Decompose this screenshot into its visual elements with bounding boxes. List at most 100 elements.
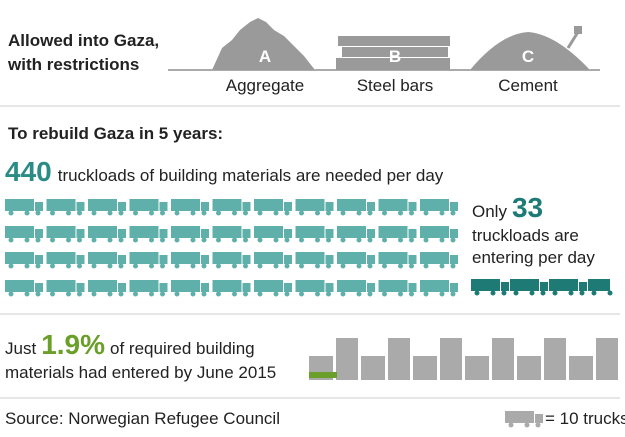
- wheel: [273, 237, 279, 243]
- trailer: [378, 199, 408, 211]
- aggregate-icon: [212, 18, 315, 70]
- wheel: [66, 291, 71, 297]
- trailer: [46, 199, 76, 211]
- wheel: [257, 210, 263, 216]
- block: [440, 338, 462, 380]
- wheel: [35, 263, 41, 269]
- trailer: [5, 226, 34, 238]
- cab: [76, 255, 85, 264]
- block: [336, 338, 358, 380]
- material-label: Cement: [498, 76, 558, 95]
- cab: [201, 229, 209, 238]
- wheel: [107, 263, 113, 269]
- trailer: [337, 226, 366, 238]
- trailer: [378, 280, 408, 292]
- trailer: [88, 252, 117, 264]
- wheel: [340, 263, 346, 269]
- truck: [46, 226, 85, 243]
- wheel: [201, 291, 207, 297]
- wheel: [315, 291, 320, 297]
- wheel: [174, 237, 180, 243]
- truck: [88, 280, 126, 297]
- wheel: [501, 290, 507, 296]
- wheel: [77, 237, 82, 243]
- truck: [212, 280, 251, 297]
- wheel: [149, 210, 154, 216]
- trailer: [129, 252, 159, 264]
- wheel: [529, 290, 535, 296]
- wheel: [149, 237, 154, 243]
- wheel: [8, 237, 14, 243]
- trailer: [88, 199, 117, 211]
- wheel: [273, 291, 279, 297]
- trailer: [337, 199, 366, 211]
- cab: [367, 283, 375, 292]
- trailer: [295, 280, 325, 292]
- wheel: [382, 237, 387, 243]
- wheel: [450, 291, 456, 297]
- trailer: [5, 280, 34, 292]
- cab: [450, 283, 458, 292]
- wheel: [201, 263, 207, 269]
- wheel: [367, 263, 373, 269]
- wheel: [398, 210, 403, 216]
- trailer: [254, 252, 283, 264]
- cement-icon: [470, 32, 590, 70]
- truck: [129, 280, 168, 297]
- cab: [35, 255, 43, 264]
- wheel: [257, 237, 263, 243]
- cab: [450, 202, 458, 211]
- trailer: [46, 280, 76, 292]
- wheel: [24, 237, 30, 243]
- trailer: [88, 280, 117, 292]
- wheel: [535, 422, 541, 428]
- wheel: [367, 291, 373, 297]
- wheel: [284, 237, 290, 243]
- wheel: [299, 237, 304, 243]
- wheel: [439, 237, 445, 243]
- wheel: [216, 210, 221, 216]
- cab: [408, 229, 417, 238]
- trailer: [5, 199, 34, 211]
- block: [492, 338, 514, 380]
- truck: [171, 199, 209, 216]
- trailer: [588, 279, 610, 291]
- truck: [212, 226, 251, 243]
- header-title: with restrictions: [7, 55, 139, 74]
- cab: [76, 202, 85, 211]
- truck: [129, 199, 168, 216]
- trailer: [337, 252, 366, 264]
- block: [388, 338, 410, 380]
- wheel: [24, 263, 30, 269]
- cab: [76, 283, 85, 292]
- cab: [242, 229, 251, 238]
- wheel: [284, 291, 290, 297]
- steel-icon: [336, 36, 450, 70]
- cab: [159, 202, 168, 211]
- truck: [510, 279, 548, 296]
- trailer: [171, 252, 200, 264]
- cab: [408, 283, 417, 292]
- wheel: [356, 291, 362, 297]
- wheel: [190, 263, 196, 269]
- wheel: [257, 263, 263, 269]
- share-text: of required building: [110, 339, 255, 358]
- wheel: [439, 291, 445, 297]
- wheel: [356, 210, 362, 216]
- cab: [242, 283, 251, 292]
- wheel: [35, 210, 41, 216]
- wheel: [190, 237, 196, 243]
- wheel: [216, 291, 221, 297]
- truck: [420, 252, 458, 269]
- wheel: [439, 210, 445, 216]
- truck: [5, 252, 43, 269]
- wheel: [91, 263, 97, 269]
- cab: [76, 229, 85, 238]
- trailer: [212, 226, 242, 238]
- cab: [242, 255, 251, 264]
- wheel: [326, 263, 331, 269]
- cab: [35, 283, 43, 292]
- block: [361, 356, 385, 380]
- trailer: [420, 199, 449, 211]
